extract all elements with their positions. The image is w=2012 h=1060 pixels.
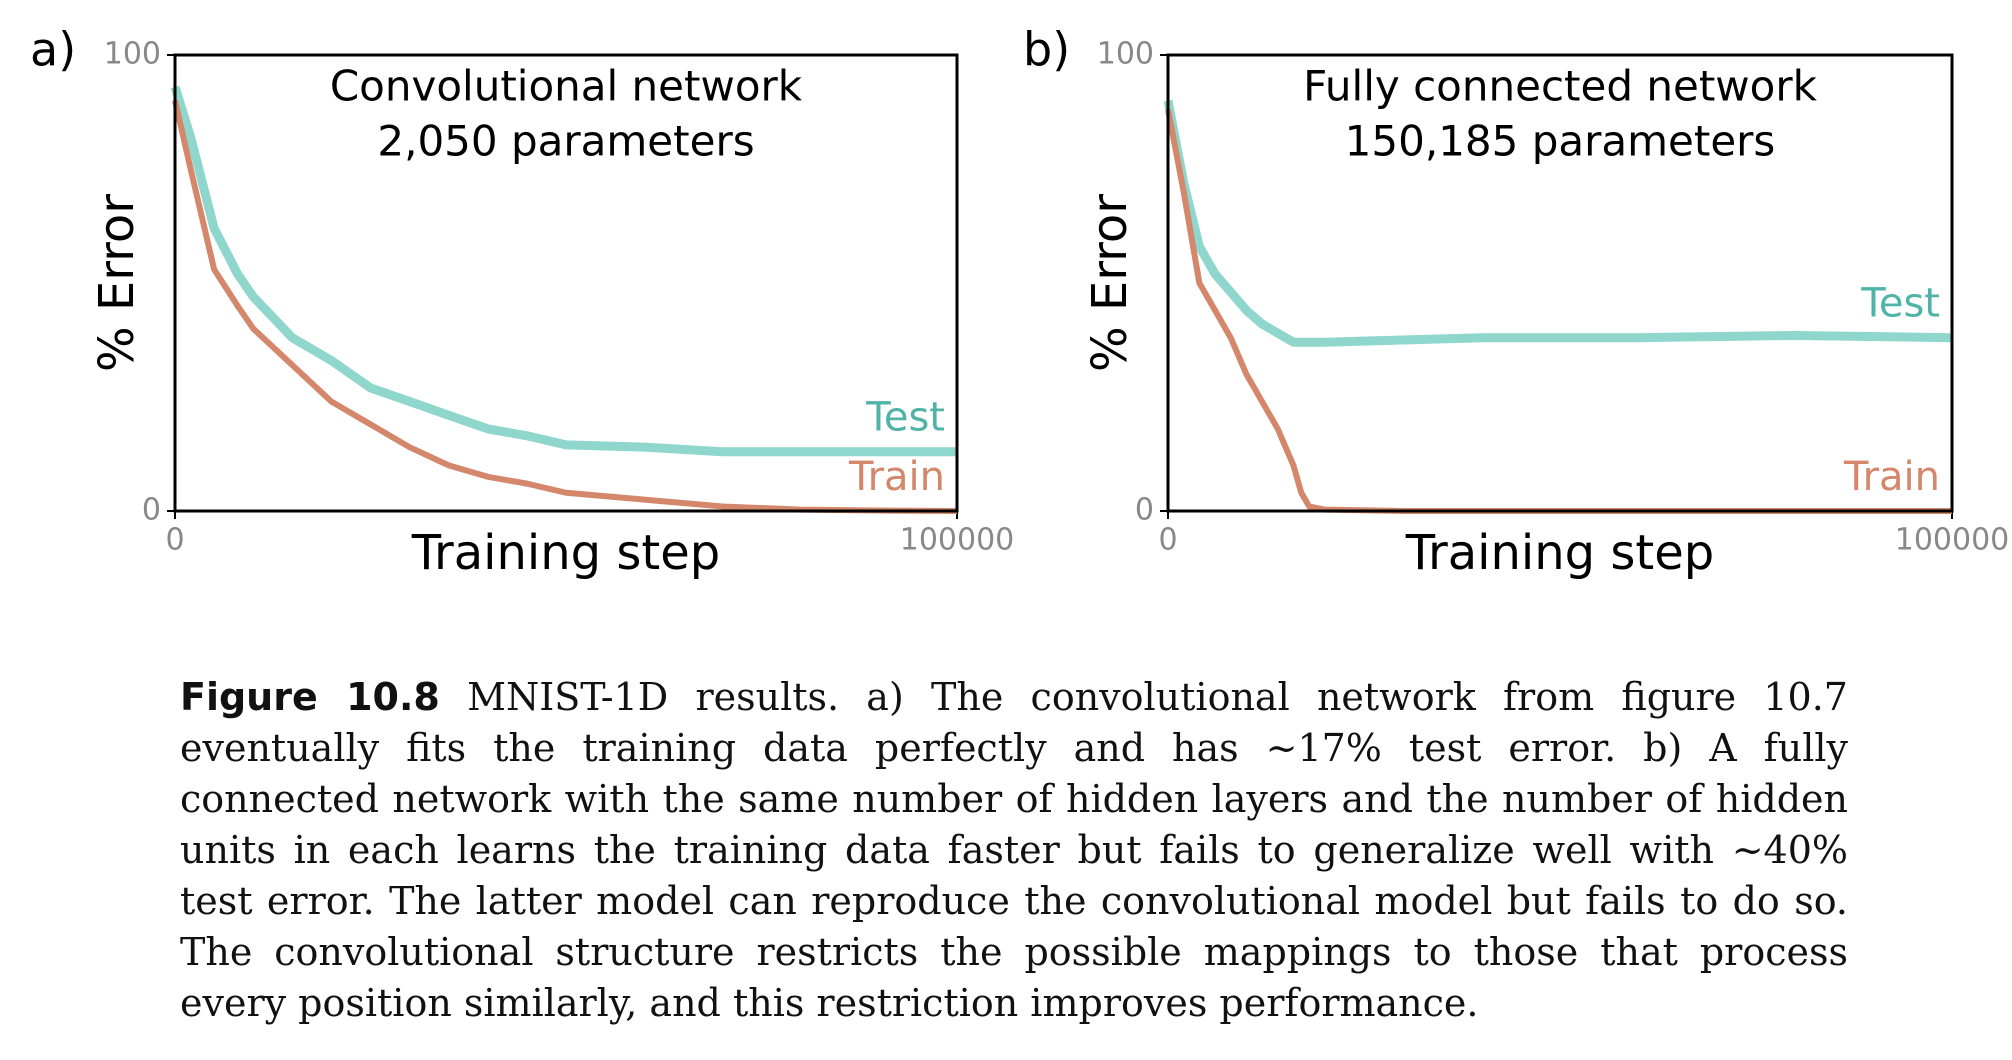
panel-label: a): [30, 23, 76, 77]
series-line: [172, 99, 958, 514]
figure: a) Convolutional network 2,050 parameters%…: [30, 23, 2010, 582]
series-label: Test: [865, 395, 945, 441]
x-tick-label: 0: [1158, 523, 1177, 558]
plot-frame: [1166, 53, 1954, 513]
caption: Figure 10.8 MNIST-1D results. a) The con…: [180, 672, 1848, 1029]
y-axis-label: % Error: [1082, 194, 1138, 372]
series-line: [170, 85, 957, 457]
series-line: [1165, 109, 1952, 514]
chart-title: Convolutional network: [330, 62, 803, 111]
caption-label: Figure 10.8: [180, 675, 440, 719]
series-line: [1163, 99, 1953, 347]
y-axis-label: % Error: [89, 194, 145, 372]
chart-title: Fully connected network: [1303, 62, 1818, 111]
plot-frame: [173, 53, 959, 513]
x-tick-label: 100000: [1895, 523, 2010, 558]
series-label: Test: [1860, 281, 1940, 327]
series-label: Train: [1843, 454, 1940, 500]
y-tick-label: 0: [1135, 493, 1154, 528]
panel-label: b): [1023, 23, 1070, 77]
caption-text: MNIST-1D results. a) The convolutional n…: [180, 675, 1848, 1025]
x-axis-label: Training step: [411, 525, 720, 581]
y-tick-label: 100: [1097, 37, 1154, 72]
x-axis-label: Training step: [1405, 525, 1714, 581]
y-tick-label: 0: [142, 493, 161, 528]
chart-title: 2,050 parameters: [377, 117, 754, 166]
series-label: Train: [848, 454, 945, 500]
chart-title: 150,185 parameters: [1345, 117, 1776, 166]
x-tick-label: 100000: [900, 523, 1015, 558]
x-tick-label: 0: [165, 523, 184, 558]
y-tick-label: 100: [104, 37, 161, 72]
